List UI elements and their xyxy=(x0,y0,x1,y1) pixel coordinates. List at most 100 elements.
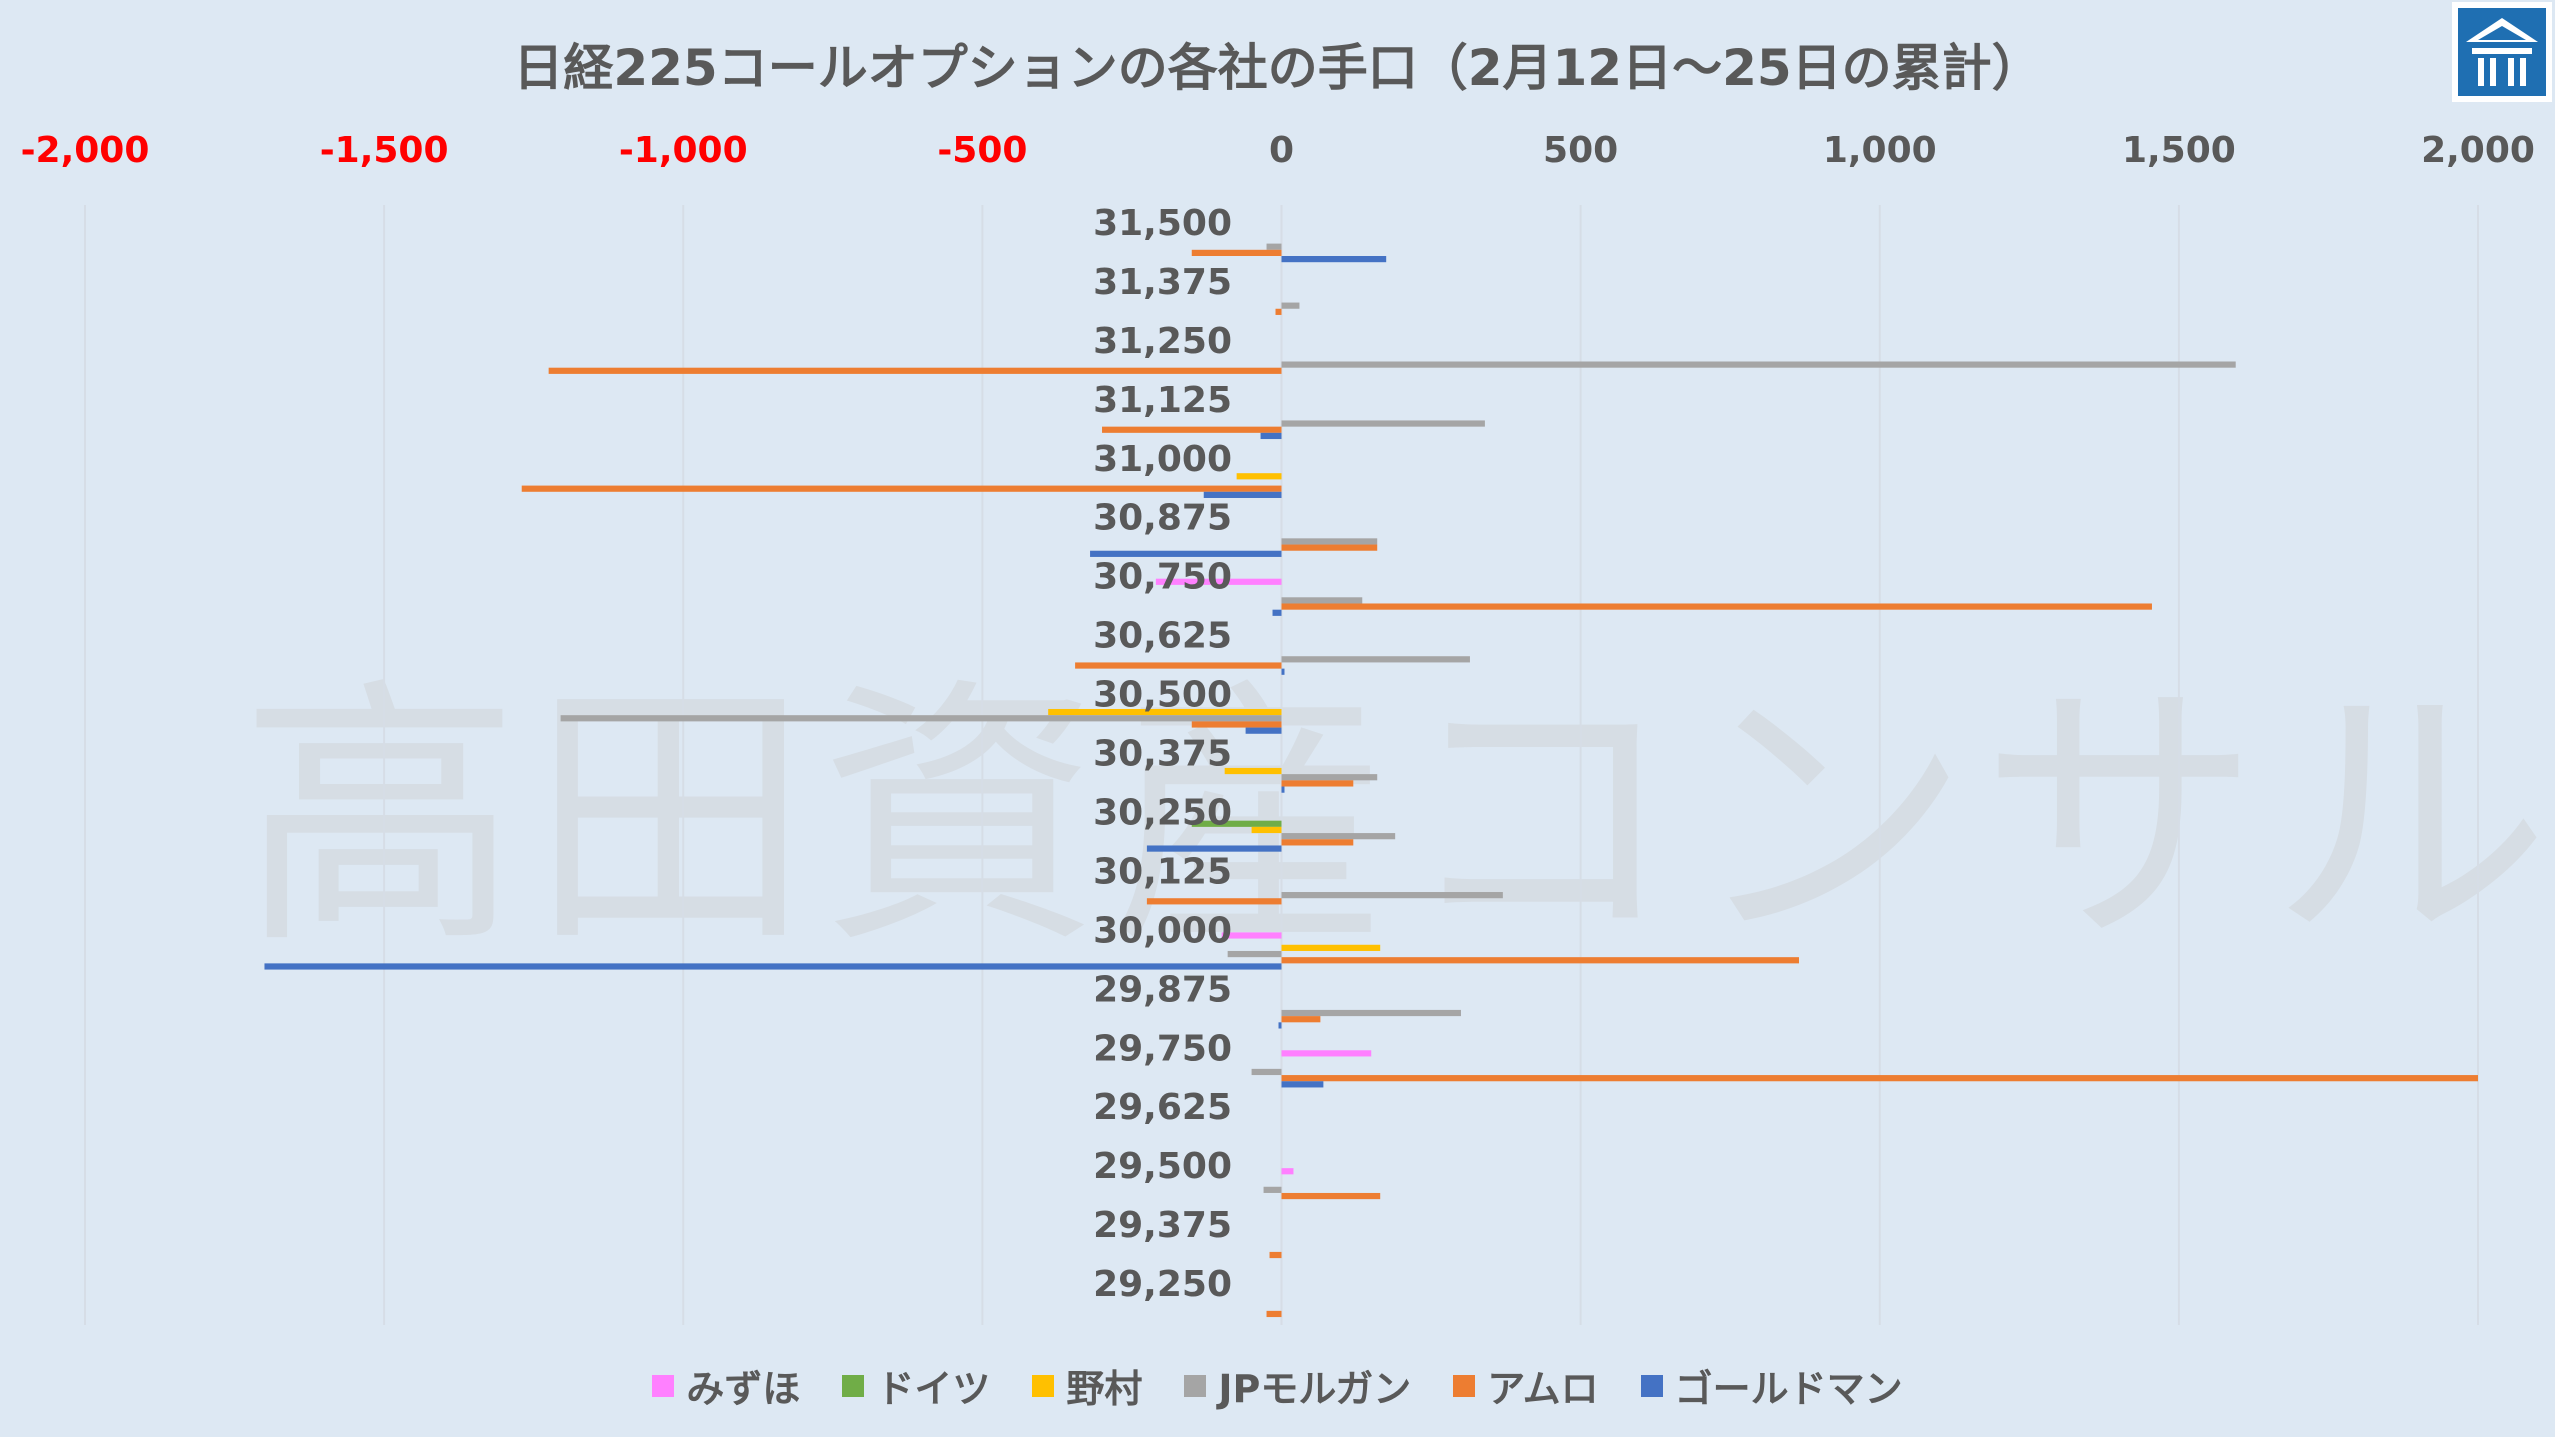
bar-5-7 xyxy=(1281,668,1285,675)
bar-3-0 xyxy=(1266,243,1282,250)
legend-item: ゴールドマン xyxy=(1640,1358,1903,1413)
bar-1-10 xyxy=(1191,820,1282,827)
y-category-labels: 31,500 31,375 31,250 31,125 31,000 30,875 30,7… xyxy=(1093,203,1232,1305)
bar-3-9 xyxy=(1281,774,1378,781)
y-category-label: 31,375 xyxy=(1093,262,1232,303)
y-category-label: 31,000 xyxy=(1093,439,1232,480)
bar-5-5 xyxy=(1090,550,1282,557)
bar-3-11 xyxy=(1281,892,1503,899)
legend-item: 野村 xyxy=(1032,1358,1142,1413)
legend-label: ゴールドマン xyxy=(1674,1367,1903,1411)
bar-4-14 xyxy=(1281,1075,2478,1082)
bar-3-10 xyxy=(1281,833,1396,840)
bar-4-1 xyxy=(1275,308,1282,315)
bar-0-14 xyxy=(1281,1050,1372,1057)
x-tick-label: 2,000 xyxy=(2421,130,2535,171)
bar-4-10 xyxy=(1281,839,1354,846)
bar-5-13 xyxy=(1278,1022,1282,1029)
bar-4-8 xyxy=(1191,721,1282,728)
bar-4-16 xyxy=(1281,1192,1381,1200)
bar-2-12 xyxy=(1281,944,1381,951)
bar-3-8 xyxy=(560,715,1282,722)
bar-5-8 xyxy=(1245,727,1282,734)
bar-2-8 xyxy=(1048,708,1282,716)
bar-5-0 xyxy=(1281,256,1387,263)
y-category-label: 29,250 xyxy=(1093,1264,1232,1305)
bar-5-3 xyxy=(1260,432,1282,440)
bar-2-4 xyxy=(1236,473,1282,480)
y-category-label: 30,375 xyxy=(1093,734,1232,775)
x-tick-label: -1,500 xyxy=(320,130,449,171)
bar-4-17 xyxy=(1269,1251,1282,1259)
bar-3-7 xyxy=(1281,656,1470,663)
y-category-label: 30,625 xyxy=(1093,616,1232,657)
y-category-label: 30,250 xyxy=(1093,792,1232,833)
takada-logo-icon xyxy=(2455,5,2549,99)
x-tick-labels: -2,000 -1,500 -1,000 -500 0 500 1,000 1,500 2,00… xyxy=(21,130,2535,171)
legend-item: アムロ xyxy=(1453,1358,1599,1413)
legend-item: みずほ xyxy=(652,1358,800,1413)
company-logo xyxy=(2452,2,2552,102)
bar-3-3 xyxy=(1281,420,1485,427)
y-category-label: 30,000 xyxy=(1093,910,1232,951)
bar-4-0 xyxy=(1191,249,1282,256)
bar-5-14 xyxy=(1281,1081,1324,1088)
y-category-label: 31,250 xyxy=(1093,321,1232,362)
bar-4-7 xyxy=(1075,662,1282,669)
legend-swatch xyxy=(1640,1374,1663,1397)
bar-2-9 xyxy=(1224,767,1282,775)
bar-4-13 xyxy=(1281,1016,1321,1023)
y-category-label: 29,375 xyxy=(1093,1205,1232,1246)
x-tick-label: 1,000 xyxy=(1823,130,1937,171)
bar-4-12 xyxy=(1281,957,1799,964)
bar-3-14 xyxy=(1251,1068,1282,1076)
bar-0-6 xyxy=(1155,578,1282,585)
y-category-label: 31,500 xyxy=(1093,203,1232,244)
grid-lines xyxy=(84,205,2479,1325)
x-tick-label: -2,000 xyxy=(21,130,150,171)
bar-4-6 xyxy=(1281,603,2152,610)
chart-title: 日経225コールオプションの各社の手口（2月12日～25日の累計） xyxy=(513,39,2042,97)
x-tick-label: -1,000 xyxy=(619,130,748,171)
bar-0-16 xyxy=(1281,1168,1294,1175)
legend-swatch xyxy=(1453,1374,1476,1397)
bar-5-9 xyxy=(1281,786,1285,793)
legend-label: ドイツ xyxy=(876,1367,991,1411)
bar-4-3 xyxy=(1102,426,1282,433)
bar-3-12 xyxy=(1227,950,1282,958)
bar-0-12 xyxy=(1221,932,1282,939)
bar-4-5 xyxy=(1281,544,1378,551)
legend-swatch xyxy=(1032,1374,1055,1397)
x-tick-label: 500 xyxy=(1543,130,1618,171)
y-category-label: 29,875 xyxy=(1093,969,1232,1010)
legend-label: JPモルガン xyxy=(1218,1367,1412,1411)
y-category-label: 29,500 xyxy=(1093,1146,1232,1187)
y-category-label: 30,500 xyxy=(1093,675,1232,716)
bar-4-11 xyxy=(1146,898,1282,905)
x-tick-label: 0 xyxy=(1269,130,1294,171)
y-category-label: 29,750 xyxy=(1093,1028,1232,1069)
bar-5-4 xyxy=(1203,491,1282,498)
x-tick-label: -500 xyxy=(937,130,1027,171)
bar-3-13 xyxy=(1281,1009,1461,1017)
legend-label: アムロ xyxy=(1487,1367,1599,1411)
bar-3-6 xyxy=(1281,597,1363,604)
bar-4-9 xyxy=(1281,780,1354,787)
legend-swatch xyxy=(652,1374,675,1397)
bar-4-2 xyxy=(548,367,1282,374)
bar-5-12 xyxy=(264,963,1282,970)
bar-4-4 xyxy=(521,485,1282,492)
bar-5-10 xyxy=(1146,845,1282,852)
legend-label: 野村 xyxy=(1066,1367,1143,1411)
legend-label: みずほ xyxy=(686,1367,801,1411)
y-category-label: 30,875 xyxy=(1093,498,1232,539)
bars xyxy=(264,243,2478,1318)
bar-3-1 xyxy=(1281,302,1300,309)
y-category-label: 30,125 xyxy=(1093,851,1232,892)
bar-3-2 xyxy=(1281,361,2236,368)
bar-5-6 xyxy=(1272,609,1282,616)
legend: みずほ ドイツ 野村 JPモルガン アムロ ゴールドマン xyxy=(0,1358,2555,1413)
y-category-label: 30,750 xyxy=(1093,557,1232,598)
bar-3-5 xyxy=(1281,538,1378,545)
